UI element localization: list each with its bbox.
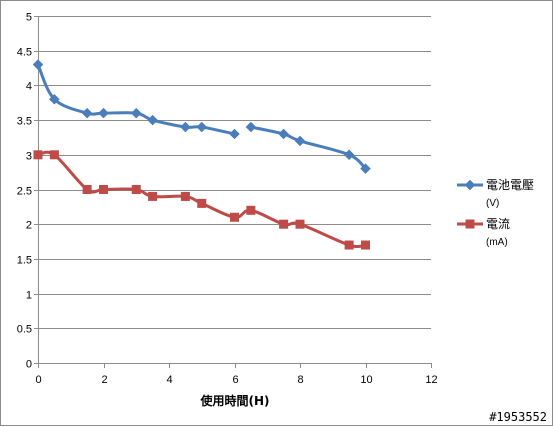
- y-tick-label: 5: [26, 12, 32, 24]
- watermark-id: #1953552: [489, 410, 547, 424]
- y-tick-label: 1.5: [17, 255, 32, 267]
- data-point: [180, 121, 191, 133]
- y-tick-label: 0.5: [17, 324, 32, 336]
- data-point: [229, 128, 240, 140]
- data-point: [180, 191, 190, 201]
- data-point: [130, 107, 142, 119]
- data-point: [148, 191, 158, 201]
- data-point: [81, 107, 93, 119]
- data-point: [246, 205, 256, 215]
- series-line: [249, 125, 367, 171]
- data-point: [278, 128, 289, 140]
- series-1: [32, 59, 371, 175]
- x-tick-label: 2: [101, 374, 107, 386]
- x-tick-label: 10: [360, 374, 372, 386]
- data-point: [49, 93, 60, 105]
- data-point: [197, 198, 207, 208]
- y-tick-label: 4.5: [17, 47, 32, 59]
- data-point: [131, 185, 141, 194]
- data-point: [245, 121, 257, 133]
- y-tick-label: 3: [26, 151, 32, 163]
- legend-label: 電流: [486, 217, 510, 231]
- x-tick-label: 12: [425, 374, 437, 386]
- x-tick-label: 0: [35, 374, 41, 386]
- x-tick-label: 6: [232, 374, 238, 386]
- legend: 電池電壓 (V) 電流 (mA): [457, 178, 534, 248]
- x-tick-label: 4: [166, 374, 172, 386]
- legend-unit: (mA): [486, 237, 508, 248]
- grid-lines: [38, 16, 431, 329]
- data-point: [230, 212, 239, 222]
- y-tick-label: 1: [26, 290, 32, 302]
- data-point: [295, 219, 305, 229]
- legend-entry-1: 電池電壓 (V): [457, 178, 534, 209]
- data-point: [196, 121, 208, 133]
- axes: [34, 16, 432, 368]
- legend-swatch-marker: [465, 219, 475, 229]
- data-point: [98, 107, 109, 119]
- legend-label: 電池電壓: [486, 178, 534, 192]
- y-tick-label: 2.5: [17, 186, 32, 198]
- data-point: [344, 240, 354, 250]
- x-axis-tick-labels: 0 2 4 6 8 10 12: [35, 374, 437, 386]
- y-tick-label: 3.5: [17, 116, 32, 128]
- legend-unit: (V): [486, 198, 499, 209]
- x-axis-label: 使用時間(H): [199, 393, 269, 408]
- data-point: [279, 219, 289, 229]
- data-point: [294, 135, 306, 147]
- data-point: [343, 149, 355, 161]
- data-series: [32, 59, 371, 250]
- data-point: [33, 150, 43, 160]
- data-point: [147, 114, 158, 126]
- data-point: [49, 150, 59, 160]
- y-tick-label: 4: [26, 81, 32, 93]
- y-tick-label: 0: [26, 359, 32, 371]
- y-axis-tick-labels: 0 0.5 1 1.5 2 2.5 3 3.5 4 4.5 5: [17, 12, 32, 371]
- series-2: [33, 150, 370, 250]
- legend-entry-2: 電流 (mA): [457, 217, 510, 248]
- data-point: [99, 185, 108, 194]
- data-point: [361, 240, 370, 250]
- series-line: [36, 63, 236, 136]
- data-point: [32, 59, 44, 70]
- data-point: [82, 185, 92, 194]
- x-tick-label: 8: [297, 374, 303, 386]
- legend-swatch-marker: [464, 179, 476, 191]
- data-point: [360, 163, 371, 175]
- y-tick-label: 2: [26, 220, 32, 232]
